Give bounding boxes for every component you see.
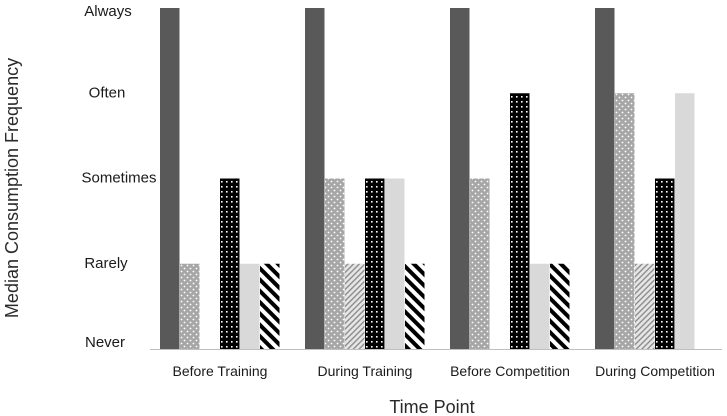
y-tick-labels: Never Rarely Sometimes Often Always xyxy=(81,3,156,351)
bar xyxy=(325,178,345,349)
bar xyxy=(550,263,570,349)
bar-group xyxy=(450,8,570,349)
bar xyxy=(220,178,240,349)
x-tick-label: During Competition xyxy=(595,363,715,379)
bar xyxy=(470,178,490,349)
bar-group xyxy=(160,8,280,349)
bar xyxy=(160,8,180,349)
bar xyxy=(240,263,260,349)
bar xyxy=(635,263,655,349)
y-tick-label: Never xyxy=(85,334,125,351)
y-tick-label: Rarely xyxy=(84,255,128,272)
bar xyxy=(405,263,425,349)
bar xyxy=(510,93,530,349)
bar xyxy=(260,263,280,349)
x-tick-label: During Training xyxy=(318,363,413,379)
bar xyxy=(595,8,615,349)
bar xyxy=(385,178,405,349)
x-tick-label: Before Training xyxy=(173,363,268,379)
y-tick-label: Always xyxy=(84,3,132,20)
bar-groups xyxy=(160,8,695,349)
x-tick-label: Before Competition xyxy=(450,363,570,379)
bar-group xyxy=(595,8,695,349)
y-tick-label: Often xyxy=(89,84,126,101)
bar xyxy=(615,93,635,349)
bar xyxy=(655,178,675,349)
bar-group xyxy=(305,8,425,349)
bar xyxy=(450,8,470,349)
x-tick-labels: Before Training During Training Before Com… xyxy=(173,363,715,379)
bar xyxy=(345,263,365,349)
y-tick-label: Sometimes xyxy=(81,170,156,187)
bar xyxy=(675,93,695,349)
x-axis-label: Time Point xyxy=(389,397,474,416)
bar xyxy=(365,178,385,349)
bar xyxy=(530,263,550,349)
bar xyxy=(305,8,325,349)
bar xyxy=(180,263,200,349)
y-axis-label: Median Consumption Frequency xyxy=(2,58,22,318)
